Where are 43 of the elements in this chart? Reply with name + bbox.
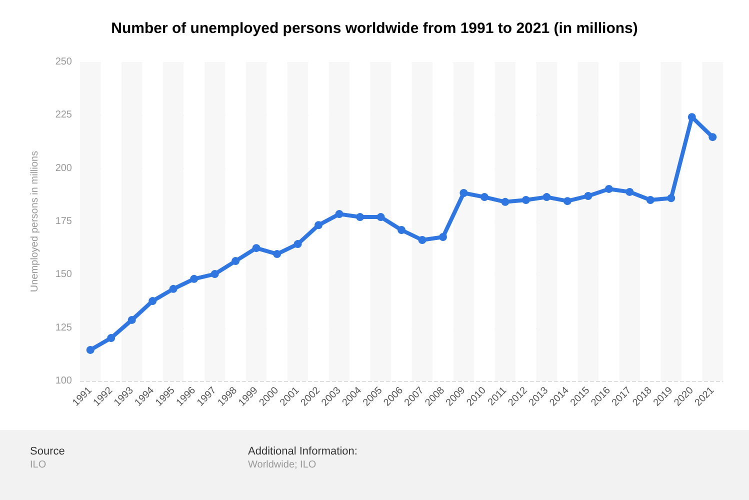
y-tick-label: 125 bbox=[55, 322, 72, 334]
point bbox=[335, 210, 344, 218]
point bbox=[480, 193, 488, 202]
y-tick-label: 150 bbox=[55, 269, 72, 280]
y-tick-label: 100 bbox=[55, 376, 72, 386]
point bbox=[438, 233, 447, 242]
point bbox=[501, 198, 510, 206]
y-tick-label: 225 bbox=[55, 110, 72, 121]
text: ILO bbox=[30, 460, 46, 470]
point bbox=[418, 236, 426, 244]
y-axis-title: Unemployed persons in millions bbox=[30, 150, 40, 292]
point bbox=[522, 196, 530, 204]
point bbox=[460, 189, 468, 197]
point bbox=[708, 133, 717, 142]
point bbox=[232, 257, 240, 266]
point bbox=[376, 213, 385, 222]
text: Additional Information: bbox=[248, 446, 358, 458]
point bbox=[169, 284, 178, 293]
point bbox=[190, 274, 198, 283]
point bbox=[356, 213, 364, 222]
y-tick-label: 200 bbox=[55, 162, 72, 174]
point bbox=[667, 194, 676, 202]
point bbox=[252, 244, 260, 252]
point bbox=[542, 193, 551, 202]
point bbox=[210, 270, 219, 278]
point bbox=[148, 297, 157, 306]
point bbox=[646, 196, 654, 204]
point bbox=[273, 250, 282, 258]
point bbox=[86, 346, 94, 354]
point bbox=[398, 226, 406, 234]
point bbox=[128, 316, 136, 324]
y-tick-label: 250 bbox=[55, 56, 72, 68]
chart-title: Number of unemployed persons worldwide from 1991 to 2021 (in millions) bbox=[111, 20, 638, 37]
text: Worldwide; ILO bbox=[248, 460, 316, 470]
text: Source bbox=[30, 446, 65, 458]
point bbox=[584, 192, 592, 200]
point bbox=[314, 221, 323, 230]
point bbox=[604, 184, 613, 193]
point bbox=[107, 334, 116, 342]
y-tick-label: 175 bbox=[55, 216, 72, 227]
point bbox=[294, 240, 302, 248]
point bbox=[626, 188, 634, 196]
point bbox=[563, 197, 572, 206]
